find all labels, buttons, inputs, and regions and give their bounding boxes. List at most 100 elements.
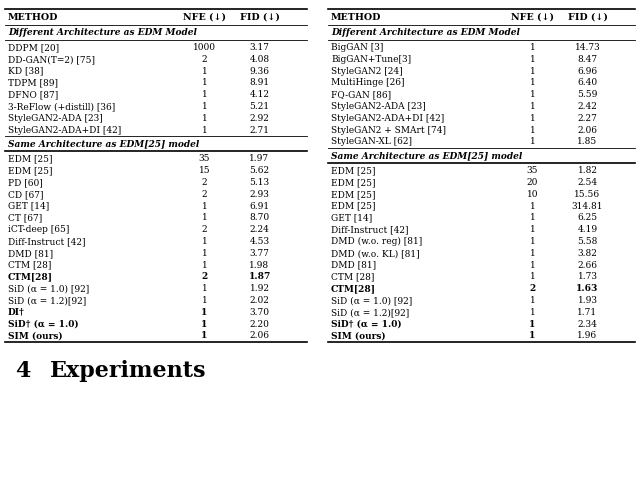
Text: 2.27: 2.27: [577, 114, 597, 123]
Text: CT [67]: CT [67]: [8, 214, 42, 223]
Text: BigGAN+Tune[3]: BigGAN+Tune[3]: [331, 55, 411, 64]
Text: 1: 1: [530, 260, 536, 269]
Text: SiD† (α = 1.0): SiD† (α = 1.0): [8, 319, 79, 329]
Text: Diff-Instruct [42]: Diff-Instruct [42]: [8, 237, 86, 246]
Text: CTM [28]: CTM [28]: [8, 260, 51, 269]
Text: 1: 1: [530, 202, 536, 211]
Text: 1: 1: [202, 90, 207, 99]
Text: 35: 35: [199, 154, 211, 163]
Text: iCT-deep [65]: iCT-deep [65]: [8, 225, 69, 234]
Text: 1.93: 1.93: [577, 296, 598, 305]
Text: 1: 1: [202, 114, 207, 123]
Text: StyleGAN2-ADA [23]: StyleGAN2-ADA [23]: [8, 114, 103, 123]
Text: 5.58: 5.58: [577, 237, 598, 246]
Text: 1: 1: [530, 102, 536, 111]
Text: 1: 1: [202, 78, 207, 87]
Text: 1: 1: [530, 249, 536, 258]
Text: 6.40: 6.40: [577, 78, 598, 87]
Text: 35: 35: [527, 166, 538, 175]
Text: 2.93: 2.93: [250, 190, 269, 199]
Text: StyleGAN2-ADA [23]: StyleGAN2-ADA [23]: [331, 102, 426, 111]
Text: 3.77: 3.77: [250, 249, 269, 258]
Text: 1.82: 1.82: [577, 166, 598, 175]
Text: 1: 1: [530, 114, 536, 123]
Text: 4.19: 4.19: [577, 225, 598, 234]
Text: 3.82: 3.82: [577, 249, 597, 258]
Text: BigGAN [3]: BigGAN [3]: [331, 43, 383, 52]
Text: CTM [28]: CTM [28]: [331, 272, 374, 281]
Text: 1.63: 1.63: [576, 284, 598, 293]
Text: 1.92: 1.92: [250, 284, 269, 293]
Text: 8.70: 8.70: [250, 214, 269, 223]
Text: 1: 1: [202, 319, 208, 329]
Text: EDM [25]: EDM [25]: [8, 154, 52, 163]
Text: 1: 1: [530, 214, 536, 223]
Text: 1: 1: [530, 55, 536, 64]
Text: DMD (w.o. reg) [81]: DMD (w.o. reg) [81]: [331, 237, 422, 246]
Text: StyleGAN2 [24]: StyleGAN2 [24]: [331, 66, 403, 76]
Text: SIM (ours): SIM (ours): [8, 331, 63, 340]
Text: 1: 1: [202, 249, 207, 258]
Text: METHOD: METHOD: [8, 12, 58, 21]
Text: 2.20: 2.20: [250, 319, 269, 329]
Text: StyleGAN2-ADA+DI [42]: StyleGAN2-ADA+DI [42]: [8, 126, 121, 135]
Text: 1: 1: [530, 296, 536, 305]
Text: GET [14]: GET [14]: [8, 202, 49, 211]
Text: 15.56: 15.56: [575, 190, 600, 199]
Text: DMD [81]: DMD [81]: [8, 249, 53, 258]
Text: SiD (α = 1.0) [92]: SiD (α = 1.0) [92]: [8, 284, 89, 293]
Text: 10: 10: [527, 190, 538, 199]
Text: 1.73: 1.73: [577, 272, 598, 281]
Text: KD [38]: KD [38]: [8, 66, 44, 76]
Text: 6.25: 6.25: [577, 214, 598, 223]
Text: 1: 1: [202, 308, 208, 317]
Text: 1: 1: [530, 43, 536, 52]
Text: 1.96: 1.96: [577, 331, 598, 340]
Text: 2.24: 2.24: [250, 225, 269, 234]
Text: EDM [25]: EDM [25]: [331, 202, 376, 211]
Text: 1: 1: [530, 126, 536, 135]
Text: StyleGAN2 + SMArt [74]: StyleGAN2 + SMArt [74]: [331, 126, 446, 135]
Text: 15: 15: [198, 166, 211, 175]
Text: 2: 2: [202, 178, 207, 187]
Text: Experiments: Experiments: [50, 360, 207, 382]
Text: 5.13: 5.13: [250, 178, 269, 187]
Text: 1: 1: [529, 331, 536, 340]
Text: 9.36: 9.36: [250, 66, 269, 76]
Text: Different Architecture as EDM Model: Different Architecture as EDM Model: [8, 28, 197, 37]
Text: 2.42: 2.42: [577, 102, 597, 111]
Text: NFE (↓): NFE (↓): [511, 12, 554, 21]
Text: NFE (↓): NFE (↓): [183, 12, 226, 21]
Text: DMD (w.o. KL) [81]: DMD (w.o. KL) [81]: [331, 249, 420, 258]
Text: 2.71: 2.71: [250, 126, 269, 135]
Text: FQ-GAN [86]: FQ-GAN [86]: [331, 90, 391, 99]
Text: SiD (α = 1.2)[92]: SiD (α = 1.2)[92]: [8, 296, 86, 305]
Text: 1.85: 1.85: [577, 137, 598, 146]
Text: 1: 1: [202, 66, 207, 76]
Text: 2.66: 2.66: [577, 260, 598, 269]
Text: MultiHinge [26]: MultiHinge [26]: [331, 78, 404, 87]
Text: 4.53: 4.53: [250, 237, 269, 246]
Text: 2.02: 2.02: [250, 296, 269, 305]
Text: SiD (α = 1.0) [92]: SiD (α = 1.0) [92]: [331, 296, 412, 305]
Text: DI†: DI†: [8, 308, 25, 317]
Text: PD [60]: PD [60]: [8, 178, 43, 187]
Text: FID (↓): FID (↓): [568, 12, 607, 21]
Text: 20: 20: [527, 178, 538, 187]
Text: 1.87: 1.87: [248, 272, 271, 281]
Text: Same Architecture as EDM[25] model: Same Architecture as EDM[25] model: [8, 139, 199, 148]
Text: 1: 1: [530, 225, 536, 234]
Text: EDM [25]: EDM [25]: [331, 178, 376, 187]
Text: 8.91: 8.91: [250, 78, 269, 87]
Text: 2: 2: [202, 55, 207, 64]
Text: 1: 1: [530, 308, 536, 317]
Text: CD [67]: CD [67]: [8, 190, 44, 199]
Text: GET [14]: GET [14]: [331, 214, 372, 223]
Text: 314.81: 314.81: [572, 202, 604, 211]
Text: 3-ReFlow (+distill) [36]: 3-ReFlow (+distill) [36]: [8, 102, 115, 111]
Text: 2.54: 2.54: [577, 178, 598, 187]
Text: 1: 1: [530, 137, 536, 146]
Text: 3.70: 3.70: [250, 308, 269, 317]
Text: 6.96: 6.96: [577, 66, 598, 76]
Text: 8.47: 8.47: [577, 55, 598, 64]
